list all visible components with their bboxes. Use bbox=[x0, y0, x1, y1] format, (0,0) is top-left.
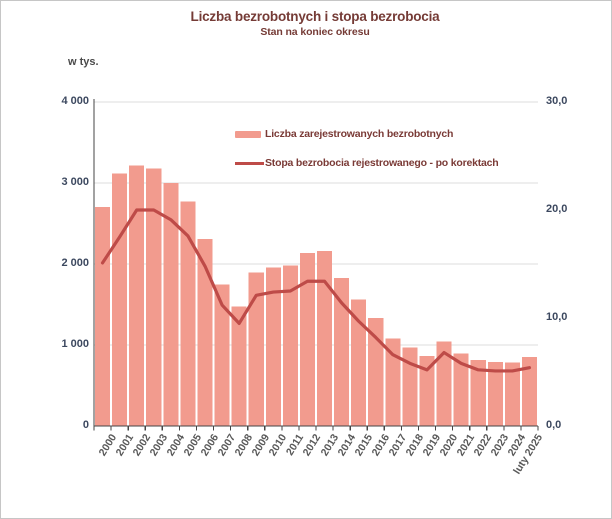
bar-2007 bbox=[214, 284, 230, 426]
legend-item-line: Stopa bezrobocia rejestrowanego - po kor… bbox=[235, 157, 499, 169]
bar-2010 bbox=[265, 267, 281, 426]
right-axis-tick-label: 10,0 bbox=[546, 311, 568, 323]
bar-2016 bbox=[368, 317, 384, 426]
bar-2012 bbox=[299, 252, 315, 426]
left-axis-tick-label: 1 000 bbox=[61, 338, 89, 350]
line-series-label: Stopa bezrobocia rejestrowanego - po kor… bbox=[265, 157, 499, 169]
bar-2001 bbox=[112, 173, 128, 426]
bar-2003 bbox=[146, 168, 162, 427]
left-axis-tick-label: 4 000 bbox=[61, 95, 89, 107]
bar-2021 bbox=[453, 353, 469, 426]
bar-2011 bbox=[282, 265, 298, 426]
bar-2014 bbox=[334, 278, 350, 426]
bar-2006 bbox=[197, 238, 213, 426]
bar-2000 bbox=[95, 207, 111, 426]
line-series-swatch bbox=[235, 161, 264, 165]
left-axis-tick-label: 2 000 bbox=[61, 257, 89, 269]
bar-2015 bbox=[351, 299, 367, 426]
bar-2013 bbox=[317, 251, 333, 426]
bar-2005 bbox=[180, 201, 196, 426]
bar-2009 bbox=[248, 272, 264, 426]
right-axis-tick-label: 20,0 bbox=[546, 203, 568, 215]
bar-luty 2025 bbox=[521, 356, 537, 426]
chart-legend: Liczba zarejestrowanych bezrobotnych Sto… bbox=[235, 128, 499, 169]
bar-2019 bbox=[419, 355, 435, 426]
bar-2002 bbox=[129, 165, 145, 427]
left-axis-tick-label: 0 bbox=[82, 419, 89, 431]
right-axis-tick-label: 30,0 bbox=[546, 95, 568, 107]
bar-2017 bbox=[385, 338, 401, 426]
chart-subtitle: Stan na koniec okresu bbox=[260, 26, 370, 38]
bar-series-label: Liczba zarejestrowanych bezrobotnych bbox=[265, 128, 454, 140]
bar-2018 bbox=[402, 347, 418, 426]
bar-2020 bbox=[436, 341, 452, 426]
bar-2023 bbox=[487, 362, 503, 426]
left-axis-tick-label: 3 000 bbox=[61, 176, 89, 188]
bar-series-swatch bbox=[235, 130, 261, 138]
y-axis-unit-label: w tys. bbox=[68, 56, 99, 68]
bar-2022 bbox=[470, 360, 486, 426]
right-axis-tick-label: 0,0 bbox=[546, 419, 562, 431]
chart-title: Liczba bezrobotnych i stopa bezrobocia bbox=[190, 9, 440, 24]
bar-2024 bbox=[504, 362, 520, 426]
rate-line bbox=[100, 208, 532, 373]
bar-2008 bbox=[231, 306, 247, 426]
bar-2004 bbox=[163, 183, 179, 426]
legend-item-bars: Liczba zarejestrowanych bezrobotnych bbox=[235, 128, 499, 140]
